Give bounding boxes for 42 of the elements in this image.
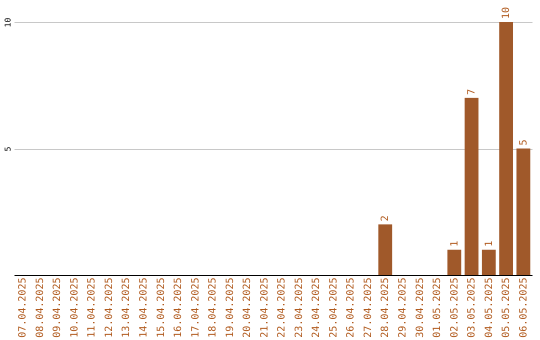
data-label: 1 <box>484 240 495 247</box>
x-tick-label: 16.04.2025 <box>173 278 184 338</box>
x-tick-label: 14.04.2025 <box>138 278 150 338</box>
x-tick-label: 25.04.2025 <box>328 278 340 338</box>
x-tick-label: 30.04.2025 <box>414 278 426 338</box>
x-tick-label: 03.05.2025 <box>466 278 478 338</box>
x-tick-label: 17.04.2025 <box>190 278 202 338</box>
x-tick-label: 29.04.2025 <box>398 278 408 338</box>
data-label: 7 <box>466 88 478 95</box>
data-label: 5 <box>518 139 530 146</box>
bar <box>482 250 496 275</box>
x-tick-label: 18.04.2025 <box>208 278 219 338</box>
x-tick-label: 12.04.2025 <box>104 278 115 338</box>
x-tick-label: 21.04.2025 <box>259 278 270 338</box>
x-tick-label: 06.05.2025 <box>518 278 530 338</box>
bar <box>499 22 514 275</box>
bar <box>447 250 462 275</box>
data-label: 10 <box>501 6 512 19</box>
x-tick-label: 05.05.2025 <box>501 278 512 338</box>
x-tick-label: 20.04.2025 <box>242 278 254 338</box>
bar <box>464 98 478 275</box>
x-tick-label: 13.04.2025 <box>121 278 132 338</box>
bar <box>378 224 392 275</box>
x-tick-label: 19.04.2025 <box>224 278 236 338</box>
x-tick-label: 15.04.2025 <box>156 278 167 338</box>
x-tick-label: 22.04.2025 <box>276 278 288 338</box>
x-tick-label: 27.04.2025 <box>362 278 374 338</box>
x-tick-label: 01.05.2025 <box>432 278 444 338</box>
x-tick-label: 10.04.2025 <box>69 278 80 338</box>
x-tick-label: 07.04.2025 <box>18 278 29 338</box>
x-tick-label: 08.04.2025 <box>34 278 46 338</box>
x-tick-label: 11.04.2025 <box>86 278 98 338</box>
x-tick-label: 28.04.2025 <box>380 278 392 338</box>
data-label: 2 <box>380 215 392 222</box>
x-tick-label: 02.05.2025 <box>449 278 460 338</box>
x-tick-label: 23.04.2025 <box>294 278 305 338</box>
x-tick-label: 04.05.2025 <box>484 278 495 338</box>
x-tick-label: 26.04.2025 <box>346 278 357 338</box>
data-label: 1 <box>449 240 460 247</box>
bar <box>516 148 530 275</box>
x-tick-label: 24.04.2025 <box>311 278 322 338</box>
x-tick-label: 09.04.2025 <box>52 278 64 338</box>
